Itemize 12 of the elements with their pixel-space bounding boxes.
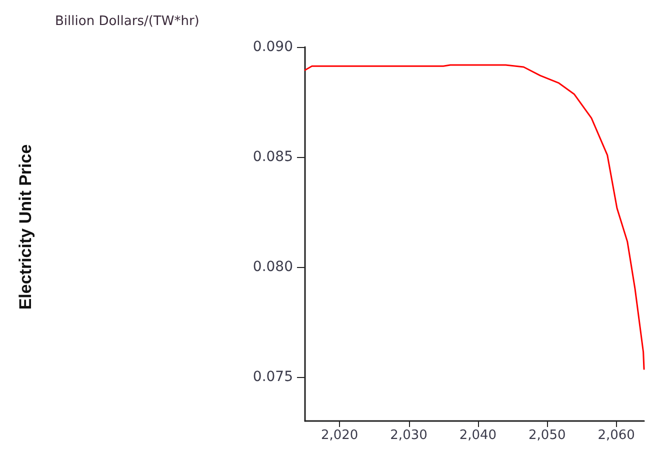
x-tick-label: 2,030 (390, 428, 428, 443)
text: Billion Dollars/(TW*hr) (55, 14, 200, 29)
x-tick-label: 2,050 (528, 428, 566, 443)
text: Electricity Unit Price (16, 144, 35, 310)
x-tick-label: 2,020 (320, 428, 358, 443)
line-series (304, 64, 645, 370)
x-tick-label: 2,060 (598, 428, 635, 443)
y-tick-label: 0.075 (252, 369, 293, 385)
y-tick-label: 0.085 (252, 149, 293, 165)
y-tick-label: 0.090 (252, 39, 293, 55)
x-tick-label: 2,040 (459, 428, 497, 443)
y-tick-label: 0.080 (252, 259, 293, 275)
